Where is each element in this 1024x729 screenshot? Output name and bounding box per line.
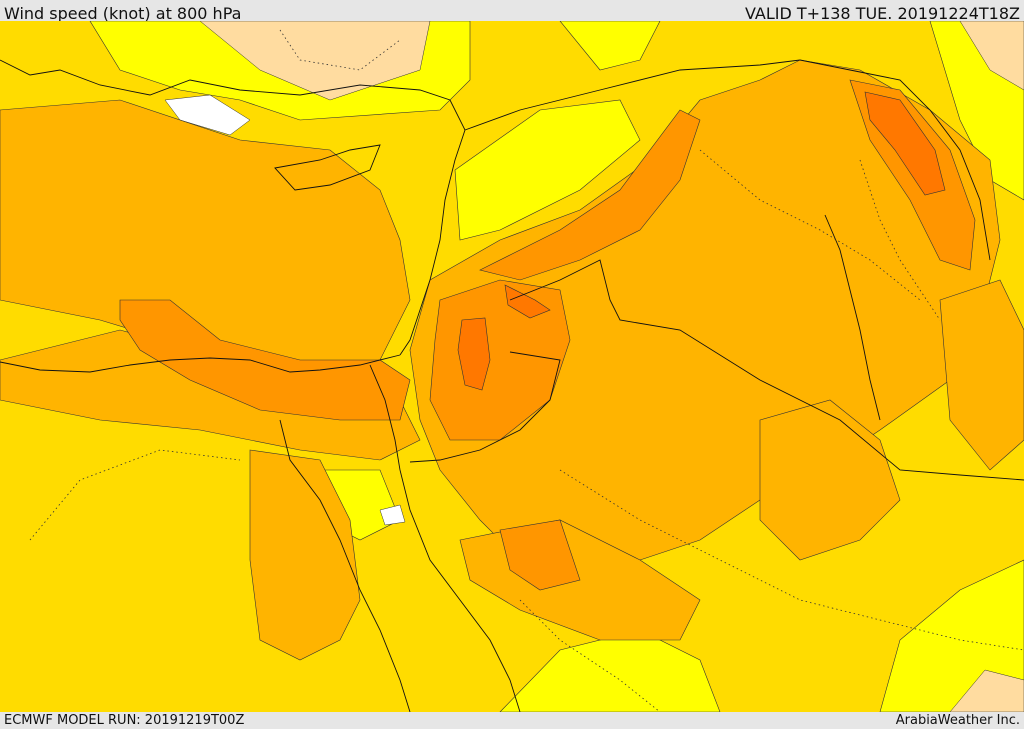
coastline-gulf bbox=[824, 214, 881, 421]
internal-boundary-saudi-south bbox=[519, 599, 661, 712]
peak-speed-zone-iran bbox=[864, 91, 946, 196]
border-egypt-sinai bbox=[369, 364, 401, 471]
coastline-egypt bbox=[0, 354, 401, 373]
moderate-speed-zone-iran bbox=[939, 279, 1024, 471]
border-iraq-iran bbox=[799, 59, 991, 261]
coastline-anatolia bbox=[0, 59, 466, 131]
low-speed-zone-levant bbox=[454, 99, 641, 241]
peak-speed-zone-syria bbox=[504, 284, 551, 319]
calm-zone-lake bbox=[164, 94, 251, 136]
wind-speed-map bbox=[0, 21, 1024, 712]
model-run-label: ECMWF MODEL RUN: 20191219T00Z bbox=[4, 713, 245, 728]
border-jordan-saudi bbox=[409, 351, 561, 463]
calm-zone-aqaba bbox=[379, 504, 406, 526]
calm-zone-anatolia bbox=[199, 21, 431, 101]
valid-time: VALID T+138 TUE. 20191224T18Z bbox=[744, 4, 1020, 23]
moderate-speed-zone-anatolia bbox=[0, 99, 411, 371]
high-speed-zone-hijaz bbox=[499, 519, 581, 591]
map-title: Wind speed (knot) at 800 hPa bbox=[4, 4, 242, 23]
moderate-speed-zone-red-sea bbox=[249, 449, 361, 661]
internal-boundary-iraq bbox=[699, 149, 921, 301]
internal-boundary-anatolia bbox=[279, 29, 401, 71]
brand-label: ArabiaWeather Inc. bbox=[895, 713, 1020, 728]
border-jordan-iraq bbox=[509, 259, 1024, 481]
map-canvas bbox=[0, 21, 1024, 712]
footer-bar: ECMWF MODEL RUN: 20191219T00Z ArabiaWeat… bbox=[0, 712, 1024, 729]
calm-zone-south-corner bbox=[949, 669, 1024, 712]
header-bar: Wind speed (knot) at 800 hPa VALID T+138… bbox=[0, 0, 1024, 23]
coastline-red-sea-east bbox=[399, 469, 521, 712]
high-speed-zone-egypt-coast bbox=[119, 299, 411, 421]
moderate-speed-zone-gulf bbox=[759, 399, 901, 561]
low-speed-zone-south bbox=[499, 629, 721, 712]
coastline-levant bbox=[399, 129, 466, 356]
calm-zone-caspian bbox=[959, 21, 1024, 91]
internal-boundary-iran bbox=[859, 159, 941, 321]
border-turkey-syria bbox=[464, 59, 801, 131]
coastline-red-sea-west bbox=[279, 419, 411, 712]
internal-boundary-egypt bbox=[29, 449, 241, 541]
peak-speed-zone-jordan bbox=[457, 317, 491, 391]
coastline-cyprus bbox=[274, 144, 381, 191]
low-speed-zone-northeast bbox=[559, 21, 661, 71]
high-speed-zone-syrian-desert bbox=[479, 109, 701, 281]
